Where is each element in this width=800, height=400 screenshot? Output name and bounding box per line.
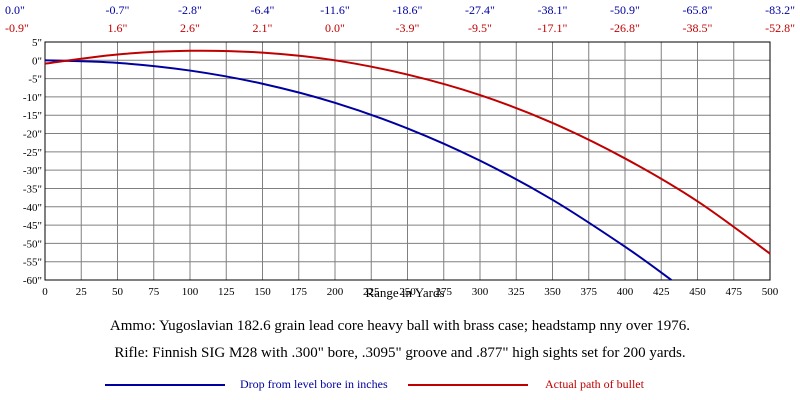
- top-drop-value: 0.0": [5, 3, 25, 17]
- x-axis-ticks: 0 25 50 75 100 125 150 175 200 225 250 275 300 325 350…: [42, 286, 779, 298]
- top-drop-value: -11.6": [320, 3, 350, 17]
- x-tick-label: 400: [617, 286, 634, 298]
- x-tick-label: 425: [653, 286, 670, 298]
- legend-drop-label: Drop from level bore in inches: [240, 377, 388, 391]
- top-drop-value: -50.9": [610, 3, 640, 17]
- top-path-value: -3.9": [396, 21, 420, 35]
- legend-drop: Drop from level bore in inches: [105, 374, 435, 391]
- x-tick-label: 25: [76, 286, 88, 298]
- x-tick-label: 300: [472, 286, 489, 298]
- top-path-value: 2.6": [180, 21, 200, 35]
- top-path-value: -17.1": [538, 21, 568, 35]
- top-drop-value: -0.7": [106, 3, 130, 17]
- x-tick-label: 275: [436, 286, 453, 298]
- legend-drop-swatch: [105, 384, 225, 386]
- legend-path-swatch: [408, 384, 528, 386]
- x-tick-label: 450: [689, 286, 706, 298]
- top-path-value: 2.1": [253, 21, 273, 35]
- x-tick-label: 350: [544, 286, 561, 298]
- x-tick-label: 250: [399, 286, 416, 298]
- top-path-value: -0.9": [5, 21, 29, 35]
- top-drop-value: -83.2": [765, 3, 795, 17]
- caption-rifle: Rifle: Finnish SIG M28 with .300" bore, …: [114, 345, 686, 361]
- top-drop-value: -38.1": [538, 3, 568, 17]
- y-tick-label: -5": [28, 74, 42, 86]
- series-line-drop: [44, 59, 672, 281]
- y-tick-label: -35": [23, 183, 42, 195]
- top-drop-value: -2.8": [178, 3, 202, 17]
- y-tick-label: -30": [23, 165, 42, 177]
- y-tick-label: -15": [23, 110, 42, 122]
- legend-path-label: Actual path of bullet: [545, 377, 644, 391]
- top-path-value: 1.6": [108, 21, 128, 35]
- top-path-value: -52.8": [765, 21, 795, 35]
- x-tick-label: 0: [42, 286, 48, 298]
- chart-grid: [44, 41, 771, 281]
- top-drop-value: -65.8": [683, 3, 713, 17]
- y-tick-label: -45": [23, 220, 42, 232]
- legend-path: Actual path of bullet: [408, 374, 708, 391]
- top-path-value: -26.8": [610, 21, 640, 35]
- x-tick-label: 175: [291, 286, 308, 298]
- x-tick-label: 150: [254, 286, 271, 298]
- x-tick-label: 75: [148, 286, 160, 298]
- plot-frame: [44, 41, 771, 281]
- x-tick-label: 50: [112, 286, 124, 298]
- x-tick-label: 325: [508, 286, 525, 298]
- x-tick-label: 375: [581, 286, 598, 298]
- y-tick-label: -50": [23, 238, 42, 250]
- caption-ammo: Ammo: Yugoslavian 182.6 grain lead core …: [109, 318, 691, 334]
- top-row-path-values: -0.9" 1.6" 2.6" 2.1" 0.0" -3.9" -9.5" -17.1" -26…: [5, 21, 795, 35]
- top-path-value: 0.0": [325, 21, 345, 35]
- x-tick-label: 200: [327, 286, 344, 298]
- y-tick-label: -55": [23, 257, 42, 269]
- top-path-value: -38.5": [683, 21, 713, 35]
- x-tick-label: 225: [363, 286, 380, 298]
- y-tick-label: -60": [23, 275, 42, 287]
- x-tick-label: 125: [218, 286, 235, 298]
- x-tick-label: 500: [762, 286, 779, 298]
- series-line-path: [44, 49, 771, 255]
- top-row-drop-values: 0.0" -0.7" -2.8" -6.4" -11.6" -18.6" -27.4" -38…: [5, 3, 795, 17]
- y-tick-label: -40": [23, 202, 42, 214]
- top-drop-value: -18.6": [393, 3, 423, 17]
- x-axis-label: Range in Yards: [365, 285, 444, 300]
- top-drop-value: -6.4": [251, 3, 275, 17]
- series-layer: [44, 49, 771, 281]
- y-axis-ticks: 5" 0" -5" -10" -15" -20" -25" -30" -35" -40" -45" -…: [23, 37, 42, 287]
- y-tick-label: -25": [23, 147, 42, 159]
- y-tick-label: 5": [32, 37, 42, 49]
- y-tick-label: -20": [23, 129, 42, 141]
- y-tick-label: 0": [32, 55, 42, 67]
- top-path-value: -9.5": [468, 21, 492, 35]
- top-drop-value: -27.4": [465, 3, 495, 17]
- x-tick-label: 100: [182, 286, 199, 298]
- y-tick-label: -10": [23, 92, 42, 104]
- x-tick-label: 475: [726, 286, 743, 298]
